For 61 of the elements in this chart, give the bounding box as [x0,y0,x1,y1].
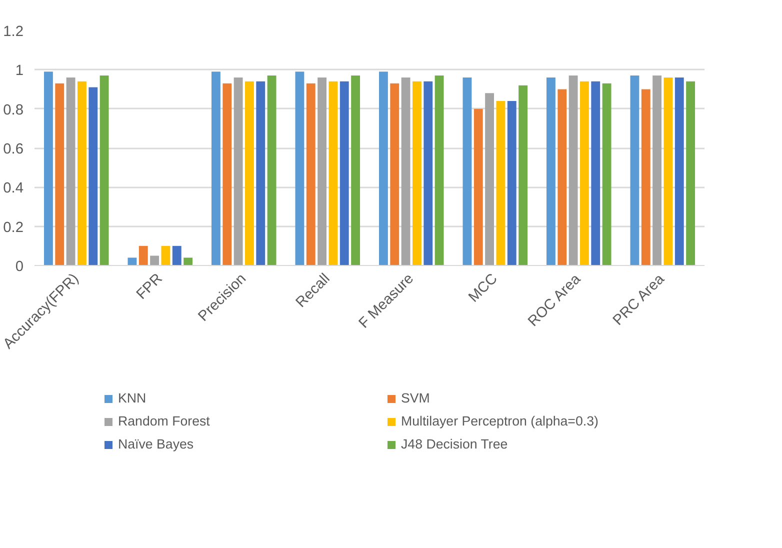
bar [546,78,556,266]
bar [244,81,254,266]
bar [641,89,650,266]
bar [485,93,494,266]
bar [234,78,243,266]
bar [591,81,600,266]
bar [434,76,444,266]
bar [390,83,400,266]
bar [412,81,422,266]
bar [558,89,567,266]
legend-label: Multilayer Perceptron (alpha=0.3) [401,414,600,428]
bar [351,76,360,266]
bar [674,78,684,266]
bar [401,78,410,266]
legend-label: Naïve Bayes [118,436,195,452]
bar [518,85,528,266]
bar [686,81,696,266]
bar [568,76,578,266]
bar [340,81,349,266]
bar [150,256,160,266]
bar [652,76,662,266]
bar [77,81,86,266]
bar [462,78,472,266]
bar [267,76,276,266]
bar [630,76,640,266]
legend-label: KNN [118,390,148,406]
bar [580,81,589,266]
y-tick-label: 0.8 [3,102,24,118]
bar [602,83,612,266]
bar [161,246,170,266]
bar [256,81,266,266]
bar [378,72,388,266]
y-tick-label: 0.6 [3,142,24,158]
bar [507,101,516,266]
y-tick-label: 0.2 [3,220,24,236]
bar [100,76,109,266]
legend-label: Random Forest [118,414,211,428]
y-tick-label: 0 [15,259,24,275]
bar [128,258,137,266]
bar [424,81,433,266]
bar [306,83,316,266]
y-tick-label: 1 [15,63,24,80]
y-tick-label: 0.4 [3,180,24,197]
bar [318,78,327,266]
bar [664,78,673,266]
bar [184,258,193,266]
bar [44,72,53,266]
bar [474,108,483,266]
y-tick-label: 1.2 [3,24,24,40]
bar [222,83,232,266]
bar [496,101,506,266]
bar [66,78,76,266]
bar [172,246,182,266]
bar [328,81,338,266]
bar [211,72,220,266]
bar [55,83,64,266]
bar [88,87,98,266]
legend-label: SVM [401,390,431,406]
bar [295,72,304,266]
bar [138,246,148,266]
legend-label: J48 Decision Tree [401,436,509,452]
